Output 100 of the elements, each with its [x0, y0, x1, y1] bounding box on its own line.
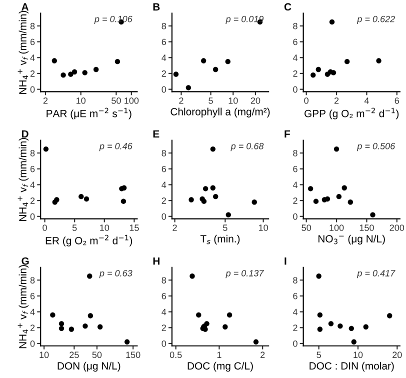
y-tick-label: 0	[162, 340, 166, 347]
x-tick-label: 2	[179, 97, 184, 104]
x-tick-label: 50	[112, 97, 121, 104]
x-tick-label: 5	[316, 352, 321, 358]
x-tick-label: 150	[126, 352, 140, 358]
y-tick-label: 8	[30, 22, 35, 30]
x-tick-label: 1	[217, 352, 222, 358]
x-axis-title: NO$_{3}$$^{−}$ (μg N/L)	[318, 234, 385, 245]
x-tick-label: 25	[70, 352, 79, 358]
y-tick-label: 4	[162, 308, 166, 316]
annotation: p = 0.68	[230, 142, 264, 152]
x-tick-label: 0	[42, 224, 47, 231]
y-tick-label: 0	[30, 86, 35, 93]
y-axis-title: NH$_{4}$$^{+}$ v$_{f}$ (mm/min)	[18, 10, 29, 94]
x-axis-title: T$_{s}$ (min.)	[200, 234, 240, 245]
chart-title: G	[22, 257, 29, 265]
y-tick-label: 0	[162, 86, 166, 93]
x-axis-title: GPP (g O₂ m$^{−2}$ d$^{−1}$)	[304, 108, 399, 120]
x-tick-label: 20	[392, 352, 402, 358]
x-tick-label: 5	[72, 224, 77, 231]
chart-title: H	[153, 257, 160, 265]
x-tick-label: 10	[354, 352, 363, 358]
x-axis-title: PAR (μE m$^{−2}$ s$^{−1}$)	[46, 108, 132, 120]
y-tick-label: 6	[293, 292, 298, 300]
chart-title: I	[284, 257, 286, 265]
y-tick-label: 6	[162, 38, 166, 46]
y-tick-label: 6	[293, 38, 298, 46]
x-tick-label: 100	[124, 97, 139, 104]
x-axis-title: Chlorophyll a (mg/m²)	[170, 108, 270, 118]
x-tick-label: 10	[76, 97, 86, 104]
y-tick-label: 2	[293, 70, 298, 77]
y-axis-title: NH$_{4}$$^{+}$ v$_{f}$ (mm/min)	[18, 265, 29, 348]
y-tick-label: 8	[293, 150, 298, 156]
y-tick-label: 2	[293, 324, 298, 331]
x-tick-label: 6	[394, 97, 400, 104]
x-tick-label: 5	[223, 224, 228, 231]
y-tick-label: 4	[292, 308, 298, 316]
y-tick-label: 2	[293, 198, 298, 204]
y-tick-label: 4	[292, 182, 298, 188]
y-tick-label: 6	[293, 166, 298, 172]
y-tick-label: 4	[162, 54, 166, 61]
y-axis-title: NH$_{4}$$^{+}$ v$_{f}$ (mm/min)	[18, 138, 29, 221]
chart-title: C	[284, 3, 292, 11]
y-tick-label: 8	[162, 22, 166, 30]
x-axis-title: DOC (mg C/L)	[188, 362, 253, 372]
x-tick-label: 10	[100, 224, 110, 231]
annotation: p = 0.46	[99, 142, 132, 152]
x-tick-label: 50	[92, 352, 102, 358]
y-tick-label: 4	[30, 182, 35, 188]
x-axis-title: DON (μg N/L)	[58, 362, 120, 372]
annotation: p = 0.63	[99, 270, 132, 278]
y-tick-label: 4	[162, 182, 166, 188]
x-tick-label: 2	[43, 97, 48, 104]
x-tick-label: 100	[330, 224, 344, 231]
y-tick-label: 2	[30, 324, 35, 331]
x-tick-label: 15	[130, 224, 139, 231]
x-tick-label: 200	[390, 224, 404, 231]
y-tick-label: 8	[293, 22, 298, 30]
annotation: p = 0.019	[226, 16, 264, 24]
chart-title: F	[284, 130, 290, 138]
y-tick-label: 2	[30, 70, 35, 77]
x-tick-label: 50	[302, 224, 312, 231]
y-tick-label: 6	[30, 166, 35, 172]
y-tick-label: 0	[30, 340, 35, 347]
y-tick-label: 8	[293, 277, 298, 284]
annotation: p = 0.622	[356, 16, 395, 24]
x-tick-label: 2	[260, 352, 265, 358]
y-tick-label: 6	[162, 292, 166, 300]
x-tick-label: 10	[40, 352, 49, 358]
x-tick-label: 0	[304, 97, 308, 104]
y-tick-label: 8	[162, 150, 166, 156]
x-axis-title: ER (g O₂ m$^{−2}$ d$^{−1}$)	[46, 234, 132, 246]
y-tick-label: 4	[292, 54, 298, 61]
y-tick-label: 2	[162, 198, 166, 204]
x-axis-title: DOC : DIN (molar)	[310, 362, 394, 372]
chart-title: B	[153, 3, 160, 10]
x-tick-label: 2	[172, 224, 177, 231]
y-tick-label: 6	[162, 166, 166, 172]
chart-title: E	[153, 130, 160, 138]
annotation: p = 0.137	[226, 270, 264, 278]
x-tick-label: 4	[364, 98, 369, 104]
y-tick-label: 0	[293, 340, 298, 347]
y-tick-label: 8	[30, 277, 35, 284]
x-tick-label: 10	[228, 97, 238, 104]
x-tick-label: 0.5	[170, 352, 182, 358]
chart-title: D	[22, 130, 28, 138]
x-tick-label: 10	[258, 224, 268, 231]
y-tick-label: 8	[30, 150, 35, 156]
y-tick-label: 2	[162, 324, 166, 331]
annotation: p = 0.417	[356, 270, 396, 278]
annotation: p = 0.506	[356, 142, 396, 152]
y-tick-label: 2	[30, 198, 35, 204]
y-tick-label: 0	[30, 213, 35, 220]
x-tick-label: 5	[208, 98, 213, 104]
y-tick-label: 6	[30, 38, 35, 46]
y-tick-label: 4	[30, 308, 35, 316]
y-tick-label: 6	[30, 292, 35, 300]
y-tick-label: 0	[293, 86, 298, 93]
y-tick-label: 0	[293, 213, 298, 220]
y-tick-label: 0	[162, 213, 166, 220]
